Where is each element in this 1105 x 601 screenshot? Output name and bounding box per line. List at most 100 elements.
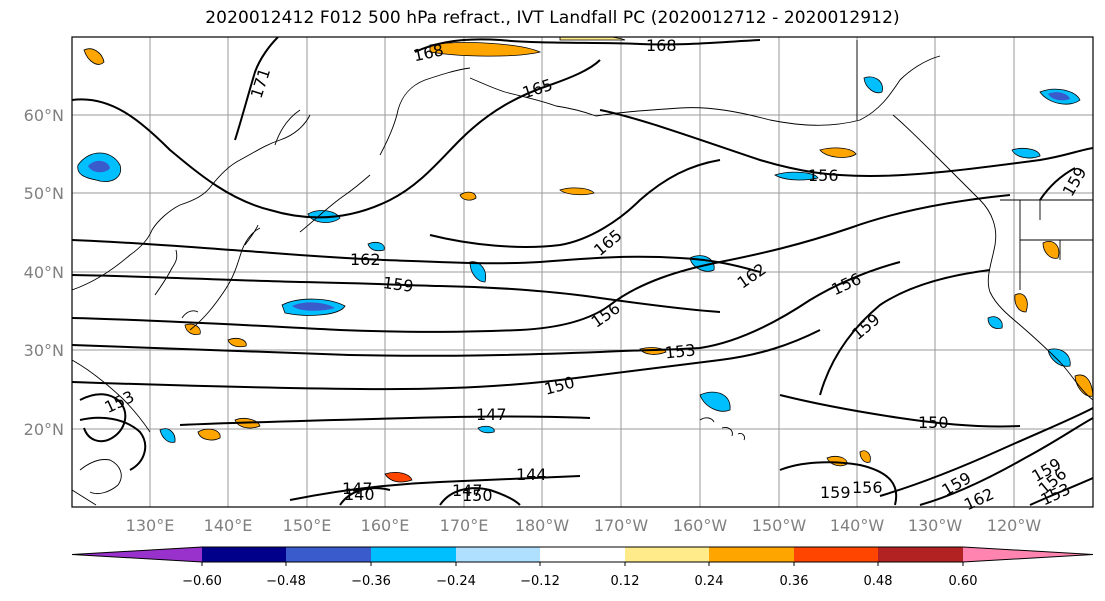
- contour-153: [72, 261, 901, 357]
- anomaly-blob: [227, 338, 247, 348]
- contour-south-loops: [339, 487, 521, 506]
- colorbar-tick-label: 0.48: [864, 574, 893, 589]
- colorbar-segment: [794, 547, 878, 562]
- colorbar-tick-label: 0.60: [949, 574, 978, 589]
- anomaly-blob: [1011, 148, 1041, 159]
- anomaly-blob: [987, 316, 1003, 329]
- anomaly-blob: [384, 472, 413, 483]
- lon-label: 130°W: [908, 516, 963, 535]
- contour-label: 159: [382, 273, 415, 296]
- anomaly-blob: [159, 428, 176, 443]
- lon-label: 170°E: [440, 516, 489, 535]
- contour-label: 140: [344, 485, 375, 504]
- lat-label: 60°N: [24, 106, 64, 125]
- contour-159-north: [1039, 167, 1076, 201]
- philippines: [72, 459, 122, 506]
- kuril-chain: [299, 174, 371, 233]
- anomaly-blob: [774, 171, 819, 181]
- colorbar-tick-label: −0.12: [520, 574, 560, 589]
- contour-label: 162: [350, 250, 381, 269]
- anomaly-blob: [184, 323, 201, 335]
- anomaly-blob: [559, 37, 626, 41]
- colorbar-segment: [456, 547, 540, 562]
- anomaly-blob: [819, 147, 857, 158]
- contour-label: 144: [516, 465, 547, 484]
- anomaly-blob: [863, 76, 883, 94]
- sakhalin: [274, 109, 301, 146]
- japan-islands: [181, 224, 261, 331]
- contour-label: 159: [820, 483, 851, 502]
- anomaly-blob: [1014, 293, 1028, 313]
- anomaly-blob: [1047, 348, 1071, 367]
- colorbar-tick-label: −0.48: [266, 574, 306, 589]
- contour-159-se: [879, 407, 1093, 497]
- contour-east-156: [779, 461, 898, 506]
- contour-156-north: [599, 109, 1093, 178]
- contour-label: 156: [852, 478, 883, 497]
- lon-label: 160°E: [361, 516, 410, 535]
- lat-label: 20°N: [24, 420, 64, 439]
- graticule: [72, 37, 1093, 507]
- hawaii: [699, 417, 745, 441]
- lat-label: 40°N: [24, 263, 64, 282]
- contour-147: [179, 415, 591, 426]
- lat-label: 50°N: [24, 184, 64, 203]
- contour-label-layer: 168 168 171 165 156 159 165 162 162 159 …: [102, 36, 1091, 514]
- colorbar-tick-label: 0.12: [611, 574, 640, 589]
- refractivity-contours: [72, 37, 1093, 506]
- anomaly-blob: [429, 42, 542, 57]
- china-coast: [72, 359, 151, 433]
- lon-label: 140°E: [204, 516, 253, 535]
- contour-label: 147: [476, 405, 507, 424]
- colorbar-tick-label: 0.36: [780, 574, 809, 589]
- latitude-labels: 60°N 50°N 40°N 30°N 20°N: [24, 106, 64, 439]
- map-border: [71, 36, 1094, 508]
- contour-144: [289, 475, 581, 501]
- lon-label: 140°W: [830, 516, 885, 535]
- contour-153-se: [1029, 477, 1093, 506]
- anomaly-blob: [83, 48, 105, 65]
- lon-label: 160°W: [673, 516, 728, 535]
- contour-156: [72, 194, 1011, 333]
- kamchatka: [379, 67, 471, 156]
- colorbar-tick-label: 0.24: [695, 574, 724, 589]
- asia-coast: [72, 114, 311, 291]
- korea-coast: [154, 249, 178, 296]
- colorbar-tick-labels: −0.60 −0.48 −0.36 −0.24 −0.12 0.12 0.24 …: [182, 574, 977, 589]
- colorbar-segment: [202, 547, 286, 562]
- lon-label: 150°E: [283, 516, 332, 535]
- anomaly-blob: [197, 428, 221, 441]
- contour-label: 153: [664, 340, 696, 362]
- contour-168: [414, 38, 761, 53]
- anomaly-blob: [292, 302, 335, 311]
- colorbar-segment: [878, 547, 963, 562]
- contour-sw-loop: [79, 416, 147, 471]
- longitude-labels: 130°E 140°E 150°E 160°E 170°E 180°W 170°…: [126, 516, 1042, 535]
- colorbar-segment: [286, 547, 371, 562]
- anomaly-blob: [477, 425, 495, 434]
- contour-150-east: [779, 394, 1021, 428]
- lon-label: 150°W: [752, 516, 807, 535]
- contour-162: [72, 239, 761, 273]
- contour-165: [72, 59, 601, 219]
- colorbar-tick-label: −0.24: [436, 574, 476, 589]
- contour-label: 150: [462, 486, 493, 505]
- map-title: 2020012412 F012 500 hPa refract., IVT La…: [205, 8, 900, 28]
- anomaly-blob: [367, 242, 385, 252]
- contour-label: 168: [646, 36, 677, 55]
- anomaly-blob: [459, 191, 477, 201]
- anomaly-blob: [859, 450, 871, 463]
- colorbar-tick-label: −0.36: [351, 574, 391, 589]
- anomaly-blob: [1074, 374, 1093, 397]
- colorbar-segment: [371, 547, 456, 562]
- contour-label: 147: [342, 479, 373, 498]
- lon-label: 170°W: [594, 516, 649, 535]
- colorbar-tick-label: −0.60: [182, 574, 222, 589]
- colorbar-segment: [963, 547, 1093, 562]
- contour-label: 147: [452, 481, 483, 500]
- anomaly-shading: [77, 37, 1093, 483]
- contour-159: [72, 274, 721, 313]
- lon-label: 180°W: [515, 516, 570, 535]
- anomaly-blob: [699, 391, 731, 412]
